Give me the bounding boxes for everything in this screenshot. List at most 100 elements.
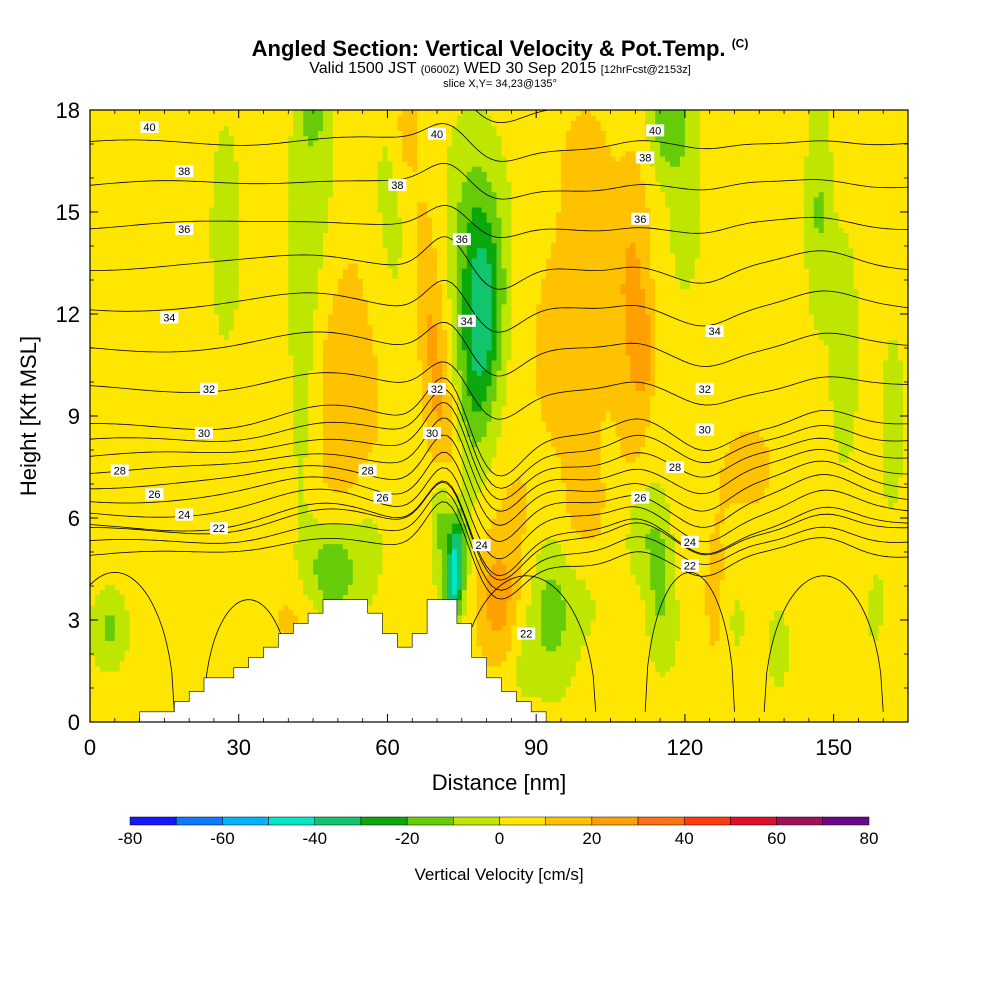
velocity-cell: [600, 472, 721, 478]
velocity-cell: [541, 543, 562, 550]
velocity-cell: [645, 135, 656, 142]
velocity-cell: [337, 288, 364, 295]
velocity-cell: [699, 181, 805, 188]
velocity-cell: [437, 257, 448, 264]
velocity-cell: [878, 574, 908, 580]
velocity-cell: [858, 344, 889, 351]
velocity-cell: [506, 365, 537, 371]
velocity-cell: [90, 563, 299, 570]
svg-text:40: 40: [649, 125, 661, 137]
velocity-cell: [288, 344, 314, 351]
velocity-cell: [441, 410, 453, 417]
velocity-cell: [392, 268, 398, 274]
velocity-cell: [903, 400, 908, 407]
velocity-cell: [858, 334, 908, 341]
velocity-cell: [313, 365, 324, 371]
velocity-cell: [466, 594, 478, 601]
velocity-cell: [451, 349, 458, 356]
velocity-cell: [709, 635, 721, 641]
velocity-cell: [456, 569, 463, 575]
velocity-cell: [501, 135, 567, 142]
velocity-cell: [635, 456, 726, 463]
velocity-cell: [774, 681, 785, 687]
velocity-cell: [516, 620, 527, 626]
velocity-cell: [501, 349, 512, 356]
y-tick-label: 9: [68, 404, 80, 429]
velocity-cell: [620, 288, 646, 295]
velocity-cell: [327, 482, 354, 488]
velocity-cell: [704, 584, 721, 590]
velocity-cell: [883, 487, 899, 494]
colorbar-swatch: [129, 816, 177, 826]
velocity-cell: [432, 528, 438, 534]
velocity-cell: [293, 359, 314, 366]
velocity-cell: [719, 589, 869, 596]
velocity-cell: [560, 155, 617, 162]
velocity-cell: [218, 329, 230, 335]
velocity-cell: [615, 426, 646, 432]
velocity-cell: [437, 589, 443, 596]
velocity-cell: [903, 385, 908, 392]
velocity-cell: [417, 257, 438, 264]
velocity-cell: [625, 252, 636, 259]
velocity-cell: [417, 273, 438, 279]
velocity-cell: [655, 120, 686, 126]
velocity-cell: [650, 252, 676, 259]
velocity-cell: [630, 563, 651, 570]
velocity-cell: [769, 660, 790, 667]
colorbar-tick-label: 20: [582, 829, 601, 848]
velocity-cell: [858, 339, 889, 346]
velocity-cell: [288, 242, 324, 249]
velocity-cell: [303, 579, 319, 585]
velocity-cell: [238, 227, 289, 233]
velocity-cell: [833, 171, 908, 177]
velocity-cell: [848, 451, 884, 458]
velocity-cell: [446, 196, 463, 203]
velocity-cell: [417, 329, 428, 335]
velocity-cell: [645, 487, 666, 494]
velocity-cell: [625, 293, 646, 300]
velocity-cell: [803, 263, 855, 269]
velocity-cell: [511, 635, 522, 641]
velocity-cell: [90, 247, 210, 254]
x-tick-label: 150: [815, 735, 852, 760]
velocity-cell: [645, 191, 666, 198]
velocity-cell: [377, 589, 438, 596]
isentrope-label: 30: [195, 427, 214, 440]
velocity-cell: [466, 523, 473, 529]
velocity-cell: [521, 563, 537, 570]
velocity-cell: [506, 599, 517, 606]
velocity-cell: [362, 518, 374, 524]
velocity-cell: [526, 492, 567, 499]
velocity-cell: [491, 359, 503, 366]
velocity-cell: [650, 314, 656, 320]
velocity-cell: [218, 324, 235, 330]
velocity-cell: [660, 140, 686, 147]
velocity-cell: [456, 257, 468, 264]
velocity-cell: [699, 145, 810, 152]
velocity-cell: [104, 630, 116, 636]
velocity-cell: [451, 523, 463, 529]
velocity-cell: [213, 196, 240, 203]
velocity-cell: [466, 543, 473, 550]
velocity-cell: [501, 237, 512, 244]
velocity-cell: [238, 191, 289, 198]
velocity-cell: [541, 288, 622, 295]
isentrope-label: 26: [145, 488, 164, 501]
velocity-cell: [283, 604, 289, 611]
velocity-cell: [422, 405, 433, 412]
velocity-cell: [456, 359, 468, 366]
svg-text:24: 24: [684, 537, 696, 549]
velocity-cell: [90, 339, 289, 346]
velocity-cell: [769, 451, 840, 458]
velocity-cell: [565, 558, 631, 565]
velocity-cell: [347, 589, 379, 596]
velocity-cell: [466, 558, 473, 565]
velocity-cell: [640, 268, 651, 274]
velocity-cell: [90, 650, 126, 657]
velocity-cell: [828, 110, 908, 116]
velocity-cell: [903, 370, 908, 376]
velocity-cell: [323, 365, 379, 371]
velocity-cell: [655, 303, 810, 310]
velocity-cell: [303, 130, 319, 137]
